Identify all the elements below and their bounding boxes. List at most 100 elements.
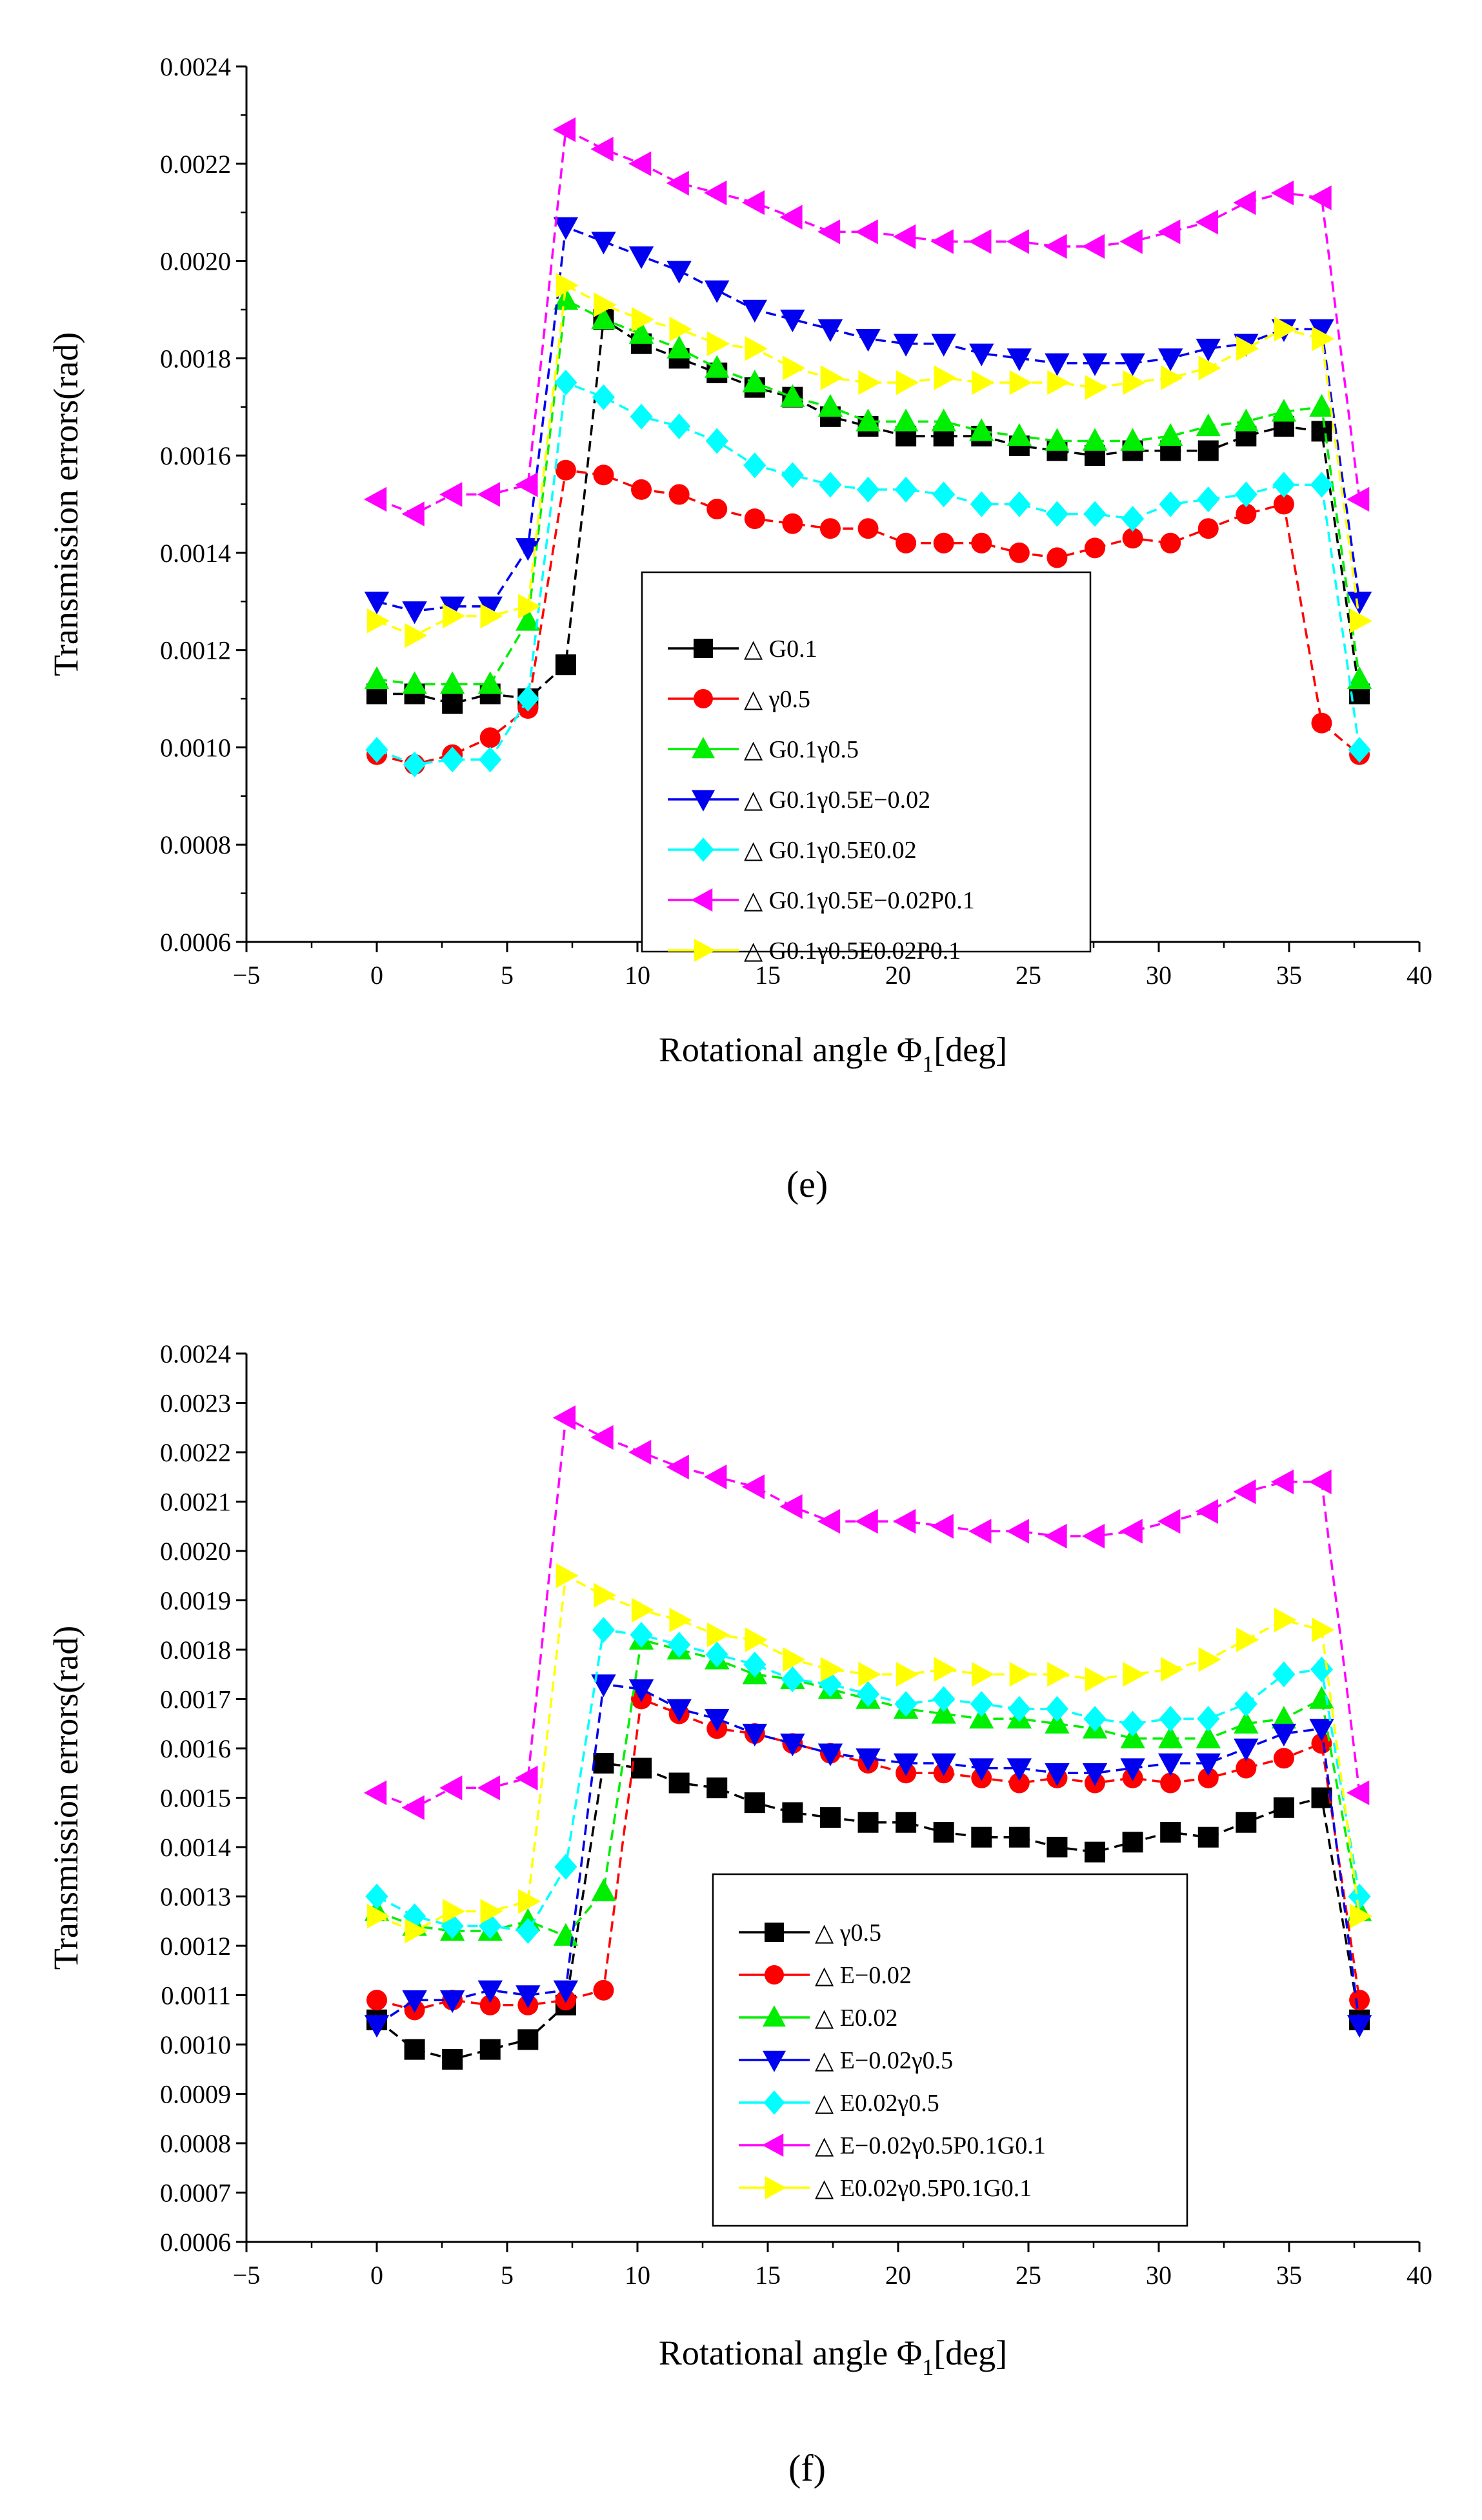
data-point: [855, 1508, 878, 1534]
data-point: [591, 232, 616, 255]
y-tick-label: 0.0016: [160, 1734, 231, 1763]
data-point: [1270, 180, 1294, 206]
data-point: [858, 370, 881, 395]
data-point: [1273, 1797, 1294, 1818]
data-point: [1311, 421, 1332, 442]
data-point: [1347, 486, 1370, 512]
data-point: [934, 1657, 957, 1682]
data-point: [593, 465, 614, 486]
data-point: [968, 1519, 992, 1544]
data-point: [856, 476, 880, 503]
data-point: [552, 1405, 576, 1430]
legend-swatch-marker: [765, 1965, 784, 1985]
data-point: [403, 751, 426, 777]
data-point: [442, 1899, 466, 1924]
x-tick-label: 20: [885, 2261, 911, 2290]
data-point: [1274, 1607, 1297, 1633]
data-point: [366, 1990, 387, 2011]
data-point: [1196, 1725, 1221, 1748]
data-point: [631, 1597, 655, 1623]
data-point: [1236, 1812, 1257, 1833]
data-point: [1234, 408, 1259, 432]
data-point: [1236, 336, 1259, 361]
data-point: [516, 608, 541, 631]
data-point: [1045, 1695, 1069, 1722]
data-point: [782, 513, 803, 534]
data-point: [969, 343, 994, 366]
data-point: [553, 217, 579, 240]
x-tick-label: 5: [501, 2261, 514, 2290]
series-3: [364, 217, 1372, 625]
data-point: [741, 1474, 765, 1499]
legend-swatch-marker: [763, 2005, 786, 2027]
data-point: [820, 365, 843, 390]
data-point: [896, 1662, 919, 1687]
data-point: [1160, 365, 1184, 390]
data-point: [516, 538, 541, 561]
data-point: [1309, 319, 1334, 343]
data-point: [1008, 542, 1030, 563]
data-point: [666, 170, 689, 196]
data-point: [1083, 1706, 1106, 1732]
data-point: [893, 1753, 919, 1776]
data-point: [1234, 481, 1257, 508]
data-point: [1273, 1748, 1294, 1769]
data-point: [1160, 532, 1181, 554]
data-point: [933, 532, 954, 554]
data-point: [439, 596, 465, 619]
data-point: [1311, 712, 1332, 734]
data-point: [477, 671, 503, 694]
data-point: [666, 1454, 689, 1480]
x-axis-title-subscript: 1: [922, 2354, 934, 2380]
data-point: [1197, 1826, 1219, 1848]
data-point: [742, 299, 767, 323]
data-point: [1197, 486, 1220, 512]
legend-swatch-marker: [763, 2090, 785, 2115]
series-line: [376, 298, 1361, 686]
data-point: [477, 1980, 503, 2003]
data-point: [1197, 1706, 1220, 1732]
data-point: [930, 229, 954, 254]
data-point: [706, 499, 728, 520]
y-tick-label: 0.0010: [160, 733, 231, 762]
data-point: [1349, 1990, 1370, 2011]
series-line: [376, 283, 1361, 637]
y-tick-label: 0.0024: [160, 52, 231, 81]
data-point: [1008, 491, 1031, 517]
data-point: [1272, 1661, 1296, 1688]
data-point: [1006, 229, 1030, 254]
data-point: [1234, 1691, 1257, 1717]
data-point: [742, 370, 767, 393]
data-point: [1008, 1695, 1031, 1722]
data-point: [479, 746, 502, 773]
data-point: [817, 1508, 841, 1534]
data-point: [893, 408, 919, 432]
data-point: [518, 1888, 541, 1914]
data-point: [668, 413, 691, 439]
data-point: [516, 1918, 539, 1945]
data-point: [366, 608, 390, 634]
x-axis-title-unit: [deg]: [934, 2334, 1007, 2372]
data-point: [1082, 1523, 1105, 1549]
data-point: [1082, 428, 1108, 451]
legend-label: △ G0.1γ0.5: [744, 736, 859, 763]
data-point: [781, 1666, 804, 1692]
y-tick-label: 0.0009: [160, 2080, 231, 2109]
x-axis-title-main: Rotational angle Φ: [659, 1030, 922, 1069]
data-point: [1195, 1499, 1218, 1524]
legend-label: △ G0.1γ0.5E0.02P0.1: [744, 937, 961, 965]
data-point: [780, 384, 805, 407]
data-point: [1196, 413, 1221, 437]
data-point: [591, 306, 616, 330]
data-point: [972, 1662, 995, 1687]
data-point: [1122, 528, 1143, 549]
data-point: [893, 1508, 916, 1534]
data-point: [1312, 326, 1335, 352]
data-point: [1046, 1837, 1068, 1857]
data-point: [970, 1691, 993, 1717]
data-point: [666, 261, 692, 284]
data-point: [896, 1812, 917, 1833]
data-point: [969, 418, 994, 441]
data-point: [742, 1723, 767, 1747]
